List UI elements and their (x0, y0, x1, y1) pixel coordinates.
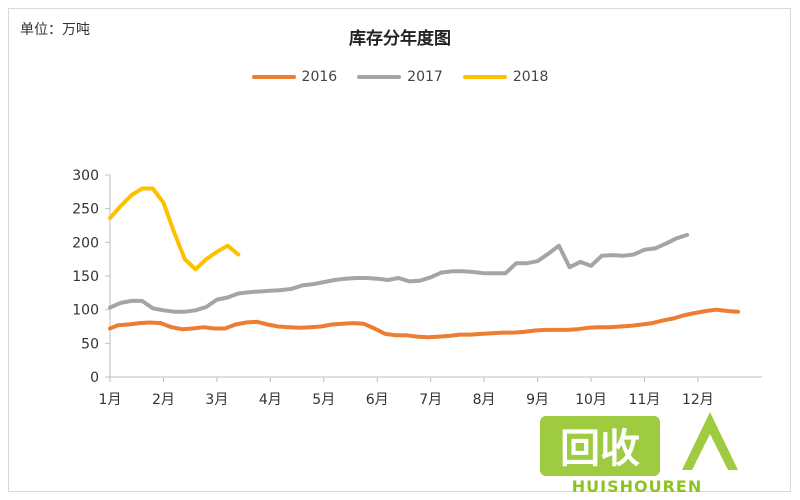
legend-swatch-2017 (357, 75, 402, 79)
legend-item-2016: 2016 (251, 69, 338, 85)
chart-title: 库存分年度图 (349, 29, 451, 49)
x-tick-label: 6月 (366, 392, 389, 408)
x-tick-label: 7月 (419, 392, 442, 408)
series-line-2017 (108, 232, 690, 314)
y-tick-label: 250 (72, 202, 99, 218)
unit-label: 单位：万吨 (20, 22, 90, 38)
y-tick-label: 300 (72, 168, 99, 184)
y-tick-label: 0 (90, 370, 99, 386)
x-tick-label: 2月 (152, 392, 175, 408)
watermark-logo: 回收 HUISHOUREN (532, 398, 742, 496)
x-tick-label: 1月 (99, 392, 122, 408)
y-tick-label: 50 (81, 336, 99, 352)
x-tick-label: 4月 (259, 392, 282, 408)
x-tick-label: 8月 (473, 392, 496, 408)
legend-swatch-2016 (251, 75, 296, 79)
watermark-sub-text: HUISHOUREN (572, 477, 702, 494)
y-tick-label: 200 (72, 235, 99, 251)
legend: 2016 2017 2018 (0, 69, 800, 85)
legend-swatch-2018 (462, 75, 507, 79)
legend-label-2018: 2018 (512, 69, 549, 85)
x-tick-label: 9月 (526, 392, 549, 408)
x-tick-label: 11月 (629, 392, 661, 408)
legend-label-2017: 2017 (407, 69, 443, 85)
legend-label-2016: 2016 (301, 69, 338, 85)
x-tick-label: 10月 (575, 392, 607, 408)
x-tick-label: 12月 (682, 392, 714, 408)
y-tick-label: 150 (72, 269, 99, 285)
legend-item-2018: 2018 (462, 69, 549, 85)
legend-item-2017: 2017 (357, 69, 443, 85)
chart-frame (8, 8, 791, 492)
series-line-2018 (108, 186, 241, 272)
y-tick-label: 100 (72, 303, 99, 319)
recycle-logo-icon: 回收 HUISHOUREN (540, 412, 738, 496)
series-line-2016 (108, 307, 740, 340)
x-tick-label: 3月 (205, 392, 228, 408)
x-tick-label: 5月 (312, 392, 335, 408)
watermark-main-text: 回收 (560, 426, 640, 472)
